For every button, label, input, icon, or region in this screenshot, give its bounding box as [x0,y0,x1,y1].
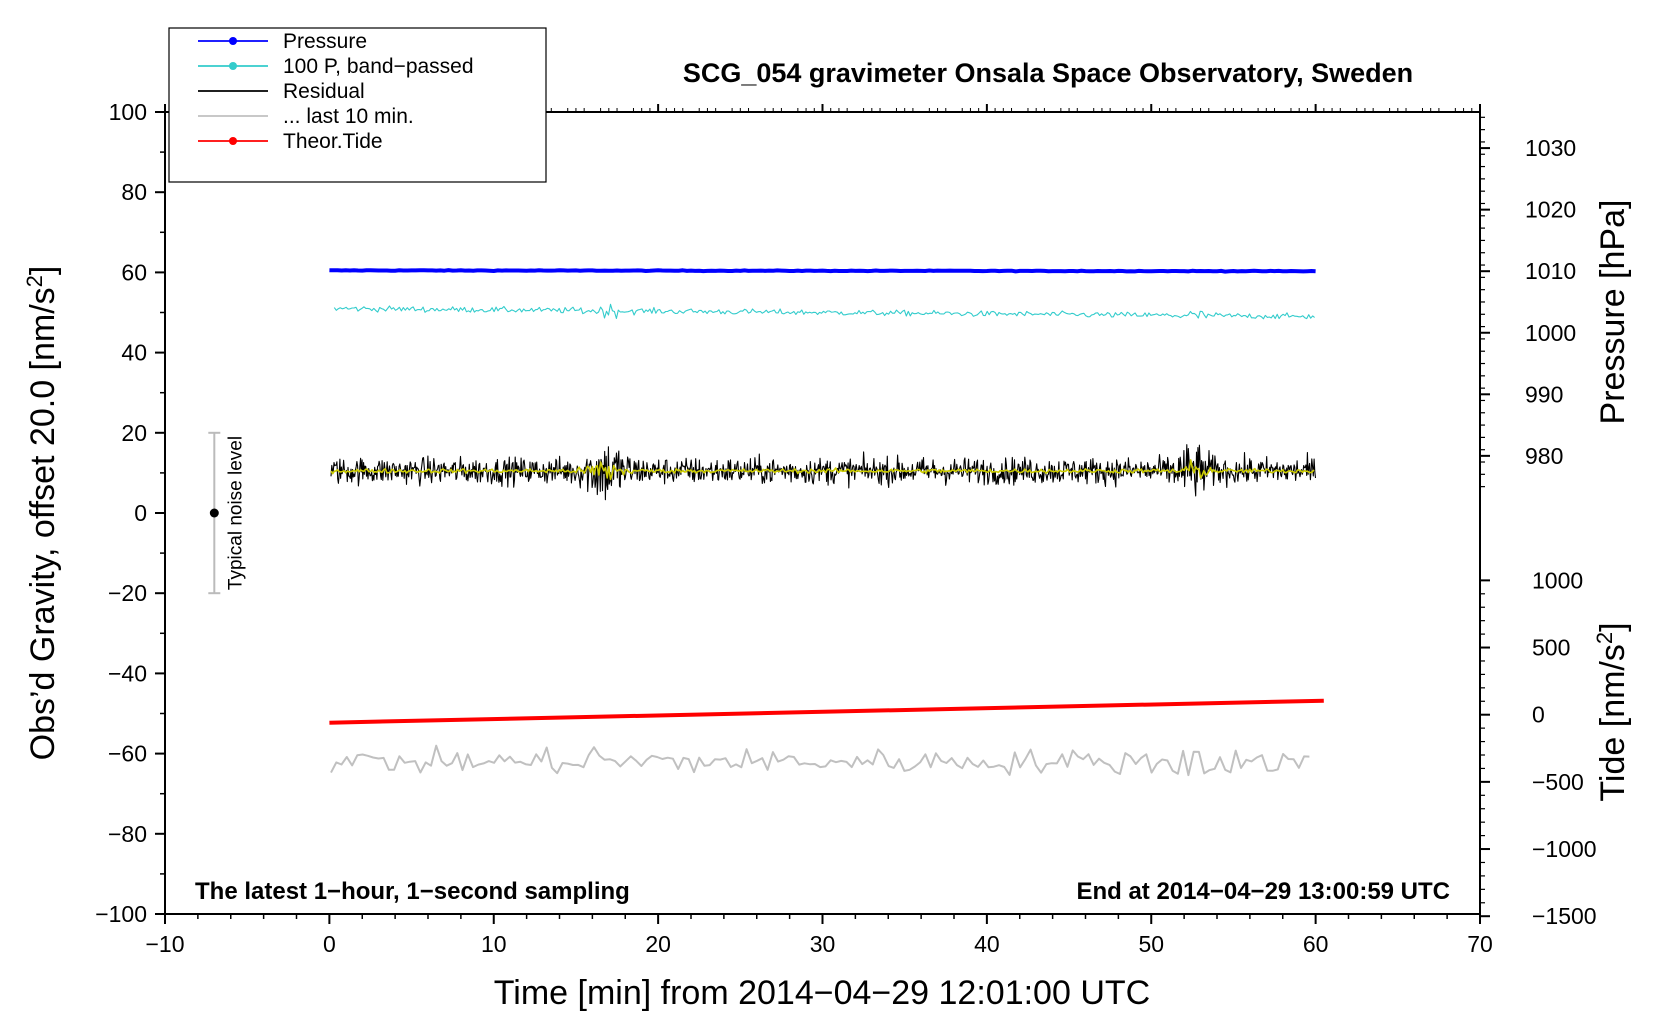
x-tick-label: 0 [323,931,336,957]
y-axis-ticks: 100 80 60 40 20 0 −20 −40 −60 −80 −100 [95,99,165,927]
y-tick-label: 60 [121,259,147,285]
legend-marker [229,137,237,145]
legend-label: Residual [283,80,365,103]
pressure-tick-label: 1020 [1525,197,1576,223]
legend-label: 100 P, band−passed [283,55,474,78]
y-tick-label: 40 [121,340,147,366]
y-tick-label: 80 [121,179,147,205]
pressure-axis-label: Pressure [hPa] [1594,200,1632,425]
pressure-tick-label: 1000 [1525,320,1576,346]
pressure-tick-label: 990 [1525,381,1563,407]
legend-box [168,27,547,183]
chart-title: SCG_054 gravimeter Onsala Space Observat… [683,58,1413,88]
series-theor-tide [329,698,1324,725]
tide-axis-ticks: 1000 500 0 −500 −1000 −1500 [1480,567,1597,929]
noise-bar-center [209,508,219,518]
x-tick-label: 30 [810,931,836,957]
y-tick-label: −60 [108,741,147,767]
series-band-passed [333,303,1315,320]
legend-marker [229,37,237,45]
pressure-tick-label: 1030 [1525,135,1576,161]
tide-axis-label: Tide [nm/s2] [1592,622,1633,801]
x-tick-label: 10 [481,931,507,957]
x-tick-label: 50 [1138,931,1164,957]
pressure-tick-label: 1010 [1525,258,1576,284]
tide-tick-label: 0 [1532,702,1545,728]
y-tick-label: 0 [134,500,147,526]
x-tick-label: 70 [1467,931,1493,957]
pressure-tick-label: 980 [1525,443,1563,469]
x-tick-label: −10 [145,931,184,957]
x-axis-label: Time [min] from 2014−04−29 12:01:00 UTC [494,974,1150,1012]
x-tick-label: 60 [1303,931,1329,957]
legend-marker [229,62,237,70]
tide-tick-label: 500 [1532,635,1570,661]
x-tick-label: 20 [645,931,671,957]
y-tick-label: −40 [108,660,147,686]
y-tick-label: −20 [108,580,147,606]
y-axis-label: Obs’d Gravity, offset 20.0 [nm/s2] [22,266,63,761]
series-residual-smoothed [330,459,1315,481]
legend-label: Pressure [283,30,367,53]
pressure-axis-ticks: 1030 1020 1010 1000 990 980 [1480,116,1576,488]
legend-label: Theor.Tide [283,130,383,153]
annotation-end-time: End at 2014−04−29 13:00:59 UTC [1076,878,1450,905]
tide-tick-label: 1000 [1532,567,1583,593]
tide-tick-label: −1000 [1532,836,1597,862]
y-tick-label: −80 [108,821,147,847]
noise-bar-group: Typical noise level [208,431,246,595]
tide-tick-label: −500 [1532,769,1584,795]
y-tick-label: 20 [121,420,147,446]
series-last-10-min [330,744,1310,777]
annotation-sampling: The latest 1−hour, 1−second sampling [195,878,630,905]
tide-tick-label: −1500 [1532,903,1597,929]
series-pressure [329,268,1316,274]
series-group [329,268,1324,777]
legend-label: ... last 10 min. [283,105,414,128]
x-axis-ticks: −10 0 10 20 30 40 50 60 70 [145,104,1493,957]
noise-bar-label: Typical noise level [225,436,246,590]
plot-frame [164,111,1481,915]
y-tick-label: 100 [109,99,147,125]
x-tick-label: 40 [974,931,1000,957]
y-tick-label: −100 [95,901,147,927]
